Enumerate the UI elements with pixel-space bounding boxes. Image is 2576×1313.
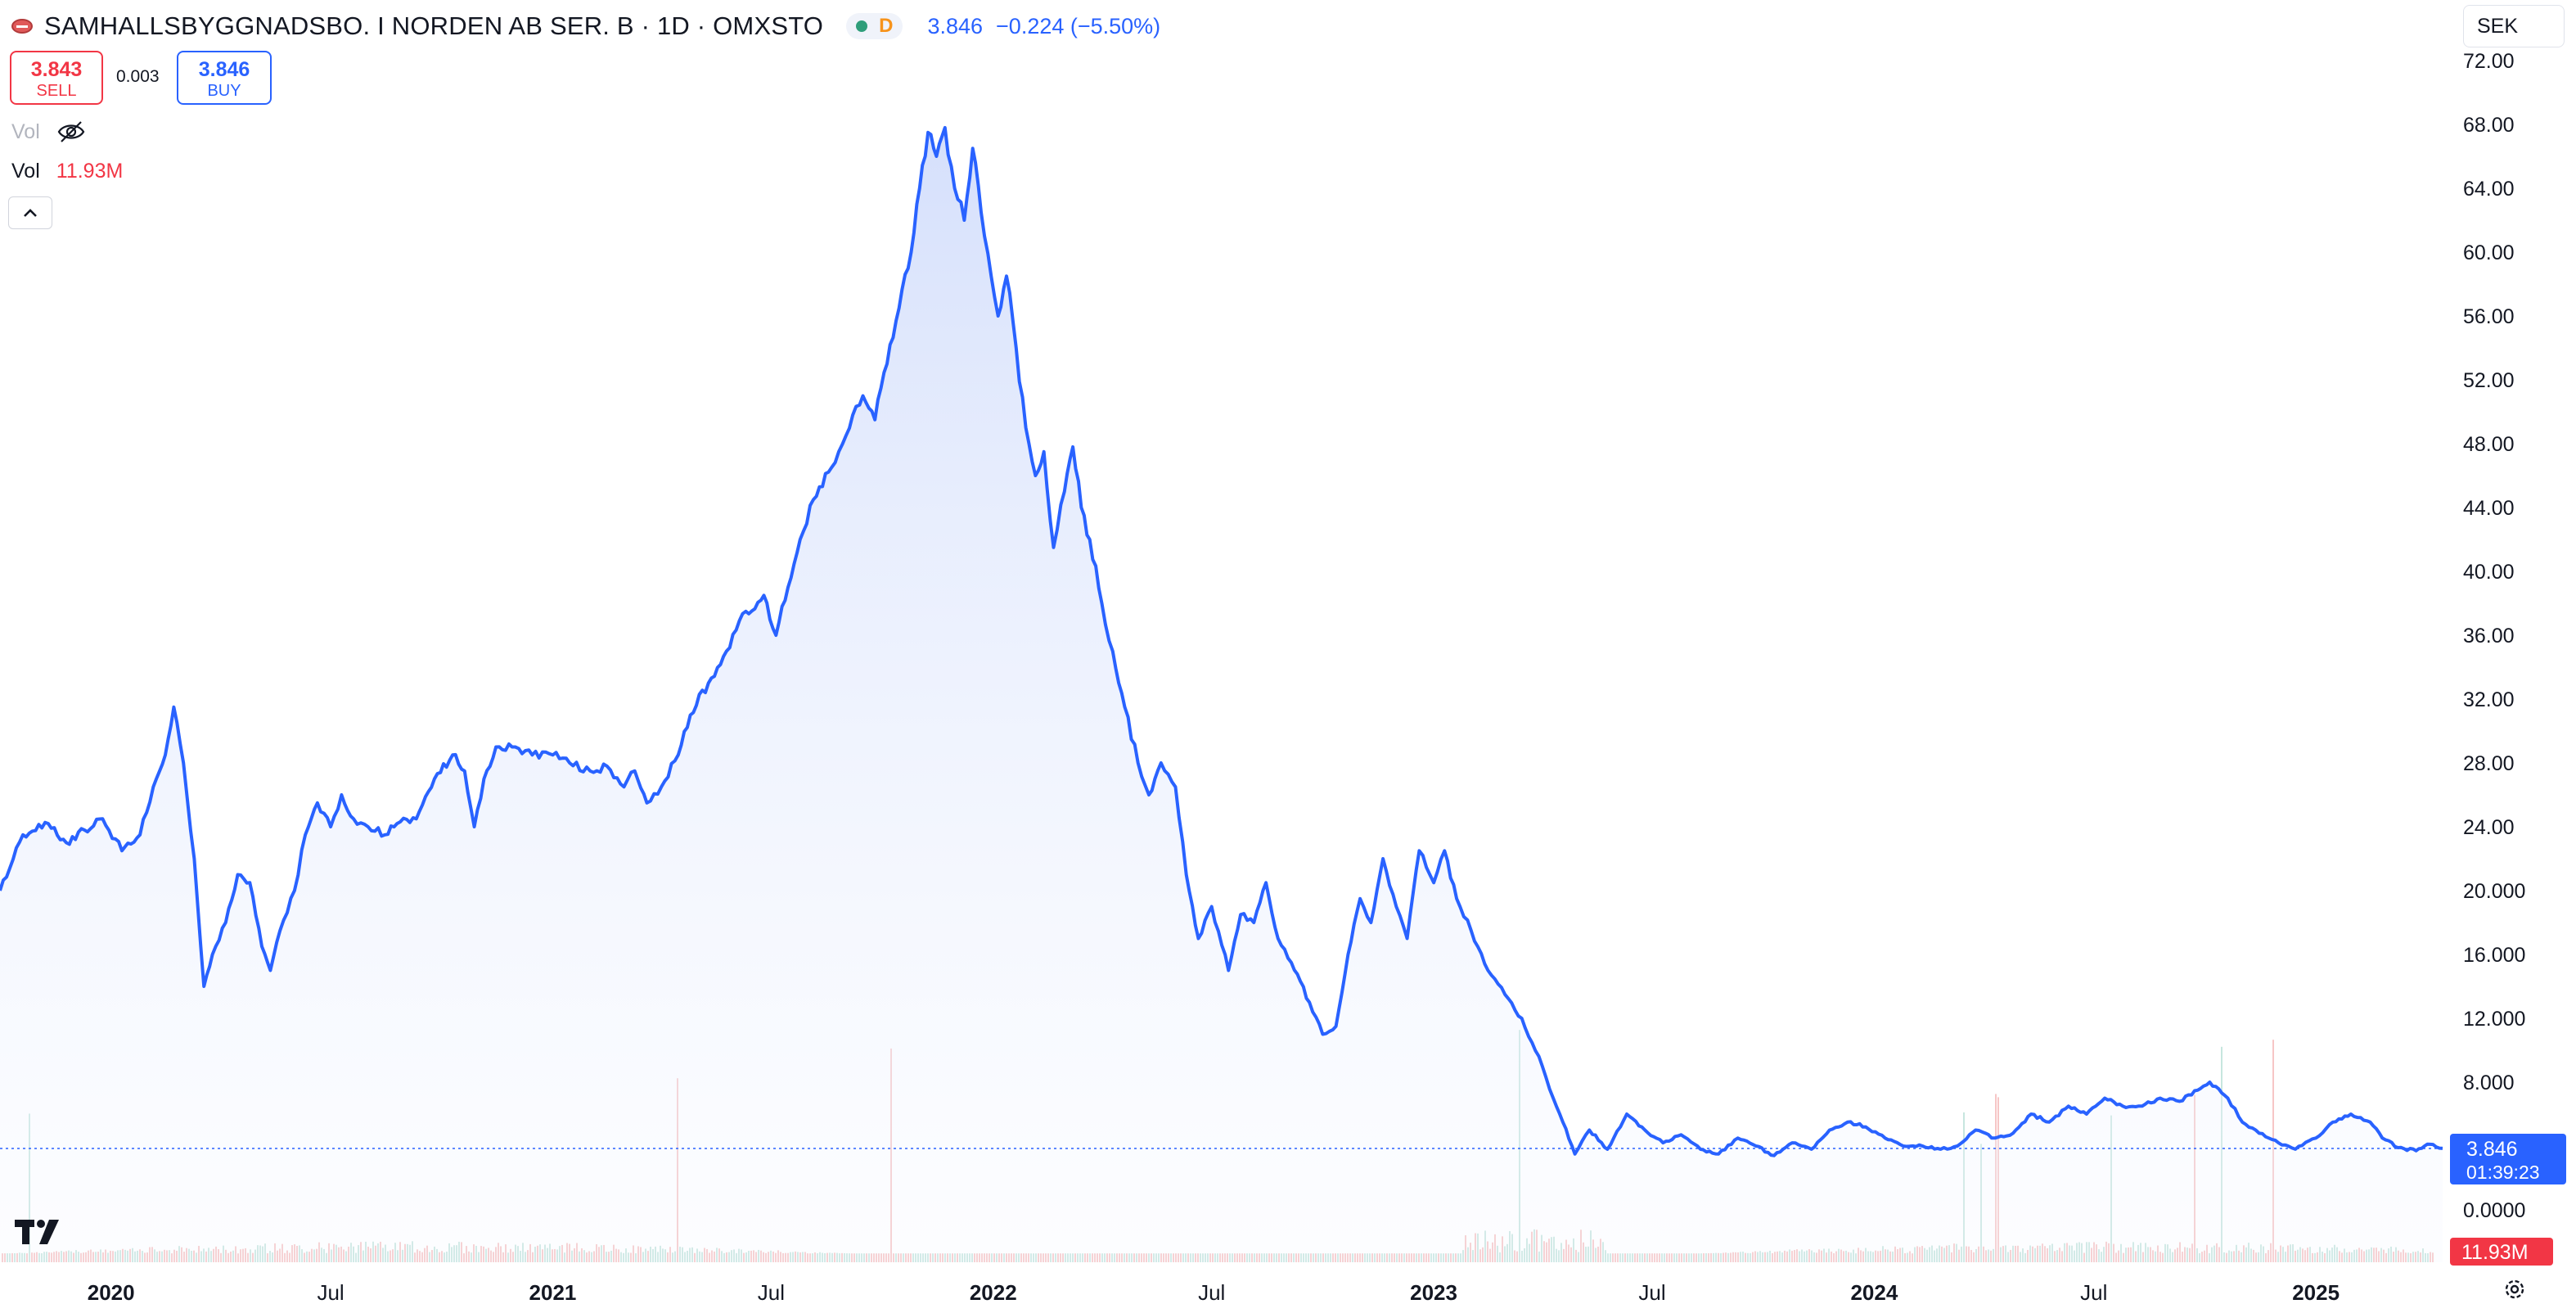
y-tick-label: 48.00 bbox=[2463, 433, 2515, 456]
y-tick-label: 16.000 bbox=[2463, 944, 2525, 967]
buy-button[interactable]: 3.846 BUY bbox=[177, 51, 272, 105]
buy-price: 3.846 bbox=[198, 58, 250, 81]
y-tick-label: 44.00 bbox=[2463, 497, 2515, 520]
y-tick-label: 28.00 bbox=[2463, 752, 2515, 775]
hidden-volume-legend[interactable]: Vol bbox=[11, 120, 86, 144]
x-tick-label: 2023 bbox=[1410, 1280, 1457, 1305]
sell-label: SELL bbox=[36, 82, 77, 100]
volume-value: 11.93M bbox=[56, 160, 124, 183]
volume-badge bbox=[2450, 1238, 2553, 1266]
x-tick-label: 2024 bbox=[1850, 1280, 1898, 1305]
y-tick-label: 60.00 bbox=[2463, 241, 2515, 264]
y-tick-label: 0.0000 bbox=[2463, 1199, 2525, 1222]
last-price: 3.846 bbox=[927, 13, 984, 38]
market-open-dot-icon bbox=[856, 20, 868, 32]
x-tick-label: Jul bbox=[758, 1280, 785, 1305]
x-tick-label: 2025 bbox=[2292, 1280, 2340, 1305]
y-tick-label: 52.00 bbox=[2463, 369, 2515, 392]
sell-price: 3.843 bbox=[30, 58, 83, 81]
price-axis[interactable]: 72.00 68.00 64.00 60.00 56.00 52.00 48.00 44.00… bbox=[2463, 50, 2525, 1222]
tradingview-logo[interactable] bbox=[15, 1220, 67, 1246]
bar-countdown: 01:39:23 bbox=[2466, 1162, 2540, 1183]
volume-label: Vol bbox=[11, 160, 40, 183]
volume-badge-value: 11.93M bbox=[2461, 1241, 2529, 1264]
y-tick-label: 40.00 bbox=[2463, 561, 2515, 584]
y-tick-label: 20.000 bbox=[2463, 880, 2525, 903]
x-tick-label: Jul bbox=[317, 1280, 344, 1305]
symbol-title[interactable]: SAMHALLSBYGGNADSBO. I NORDEN AB SER. B ·… bbox=[44, 11, 824, 40]
y-tick-label: 68.00 bbox=[2463, 114, 2515, 137]
y-tick-label: 12.000 bbox=[2463, 1008, 2525, 1031]
buy-label: BUY bbox=[207, 82, 241, 100]
last-price-badge bbox=[2450, 1134, 2566, 1185]
volume-legend[interactable]: Vol 11.93M bbox=[11, 160, 123, 183]
market-status-pill[interactable]: D bbox=[846, 13, 903, 39]
hidden-volume-label: Vol bbox=[11, 120, 40, 143]
y-tick-label: 36.00 bbox=[2463, 625, 2515, 647]
symbol-header: SAMHALLSBYGGNADSBO. I NORDEN AB SER. B ·… bbox=[11, 10, 1160, 43]
y-tick-label: 32.00 bbox=[2463, 688, 2515, 711]
eye-off-icon[interactable] bbox=[56, 120, 86, 144]
delayed-badge: D bbox=[879, 15, 894, 37]
price-change: −0.224 (−5.50%) bbox=[996, 13, 1161, 38]
settings-icon[interactable] bbox=[2502, 1277, 2527, 1302]
price-area-fill bbox=[0, 127, 2443, 1262]
x-tick-label: Jul bbox=[1638, 1280, 1665, 1305]
y-tick-label: 8.000 bbox=[2463, 1072, 2515, 1094]
y-tick-label: 72.00 bbox=[2463, 50, 2515, 73]
x-tick-label: 2021 bbox=[529, 1280, 577, 1305]
price-line bbox=[0, 125, 2443, 1157]
flag-icon bbox=[11, 19, 33, 34]
y-tick-label: 56.00 bbox=[2463, 305, 2515, 328]
x-tick-label: Jul bbox=[2080, 1280, 2107, 1305]
x-tick-label: 2022 bbox=[970, 1280, 1017, 1305]
chevron-up-icon bbox=[24, 209, 37, 217]
y-tick-label: 64.00 bbox=[2463, 178, 2515, 201]
collapse-legend-button[interactable] bbox=[8, 196, 52, 229]
spread-value: 0.003 bbox=[116, 67, 160, 86]
currency-button[interactable]: SEK bbox=[2463, 5, 2565, 47]
time-axis[interactable]: 2020 Jul 2021 Jul 2022 Jul 2023 Jul 2024 Jul 2025 bbox=[88, 1280, 2340, 1305]
last-price-badge-value: 3.846 bbox=[2466, 1138, 2518, 1161]
y-tick-label: 24.00 bbox=[2463, 816, 2515, 839]
sell-button[interactable]: 3.843 SELL bbox=[10, 51, 103, 105]
x-tick-label: Jul bbox=[1198, 1280, 1225, 1305]
x-tick-label: 2020 bbox=[88, 1280, 135, 1305]
